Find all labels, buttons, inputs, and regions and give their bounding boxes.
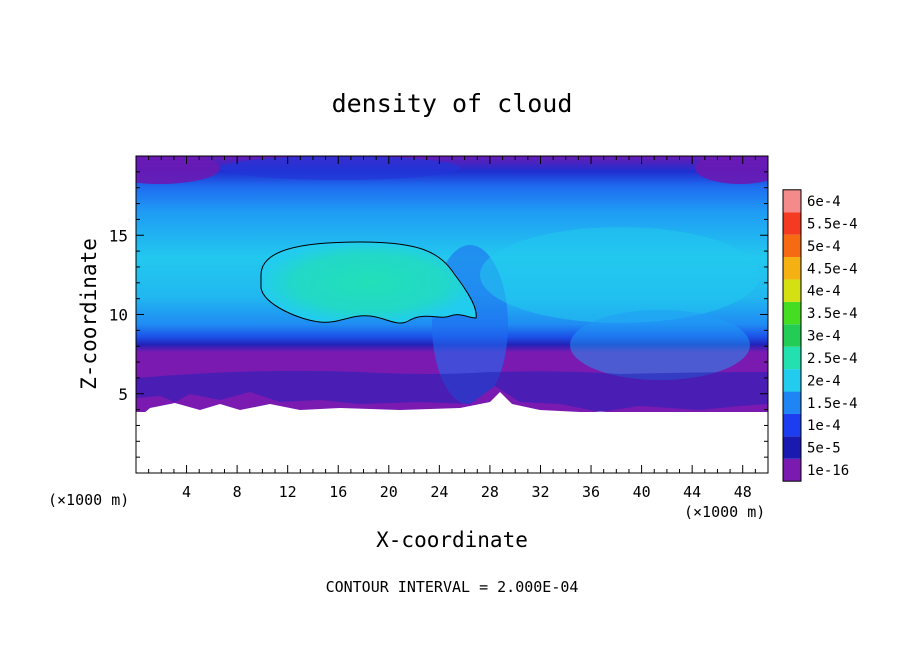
colorbar-swatch xyxy=(783,189,801,213)
colorbar: 1e-16 5e-5 1e-4 1.5e-4 2e-4 2.5e-4 3e-4 3.5e-4 4… xyxy=(782,189,858,482)
colorbar-swatch xyxy=(783,436,801,459)
purple-top-right xyxy=(695,156,768,184)
colorbar-label: 5e-4 xyxy=(807,239,841,255)
colorbar-swatch xyxy=(783,413,801,437)
x-tick-label: 40 xyxy=(633,483,651,501)
dark-band-top xyxy=(220,156,460,180)
colorbar-swatch xyxy=(783,301,801,325)
colorbar-swatch xyxy=(783,324,801,347)
colorbar-label: 4.5e-4 xyxy=(807,261,858,277)
x-tick-label: 36 xyxy=(582,483,600,501)
right-cloud-mass xyxy=(480,227,760,323)
colorbar-swatch xyxy=(783,212,801,235)
x-tick-label: 4 xyxy=(182,483,191,501)
y-tick-label: 5 xyxy=(118,385,128,404)
chart-title: density of cloud xyxy=(332,89,573,118)
colorbar-label: 2.5e-4 xyxy=(807,351,858,367)
y-tick-label: 15 xyxy=(109,226,128,245)
colorbar-label: 1e-4 xyxy=(807,418,841,434)
x-tick-label: 12 xyxy=(279,483,297,501)
y-ticks: 5 10 15 xyxy=(109,171,768,458)
x-tick-label: 44 xyxy=(683,483,701,501)
colorbar-swatch xyxy=(783,458,801,482)
heatmap-field xyxy=(136,156,768,473)
x-axis-label: X-coordinate xyxy=(376,528,528,552)
y-axis-label: Z-coordinate xyxy=(77,238,101,390)
colorbar-label: 4e-4 xyxy=(807,284,841,300)
colorbar-label: 1.5e-4 xyxy=(807,396,858,412)
colorbar-swatch xyxy=(783,391,801,414)
no-data-region xyxy=(136,412,768,473)
colorbar-label: 3e-4 xyxy=(807,329,841,345)
x-unit-right: (×1000 m) xyxy=(684,503,765,521)
colorbar-label: 5.5e-4 xyxy=(807,216,858,232)
x-tick-label: 16 xyxy=(329,483,347,501)
x-unit-left: (×1000 m) xyxy=(48,491,129,509)
x-tick-label: 24 xyxy=(430,483,448,501)
colorbar-swatch xyxy=(783,346,801,370)
x-ticks: 4 8 12 16 20 24 28 32 36 40 44 48 xyxy=(148,156,756,501)
colorbar-label: 3.5e-4 xyxy=(807,306,858,322)
x-tick-label: 8 xyxy=(233,483,242,501)
contour-interval-footer: CONTOUR INTERVAL = 2.000E-04 xyxy=(326,578,579,596)
colorbar-swatch xyxy=(783,257,801,280)
x-tick-label: 28 xyxy=(481,483,499,501)
x-tick-label: 20 xyxy=(380,483,398,501)
colorbar-swatch xyxy=(783,369,801,392)
contour-2e-4 xyxy=(260,241,477,324)
colorbar-label: 6e-4 xyxy=(807,194,841,210)
colorbar-swatch xyxy=(783,234,801,258)
right-lower-mass xyxy=(570,310,750,380)
colorbar-swatch xyxy=(783,279,801,302)
x-tick-label: 32 xyxy=(531,483,549,501)
colorbar-label: 2e-4 xyxy=(807,373,841,389)
purple-top-left xyxy=(136,156,220,184)
no-data-edge xyxy=(136,392,768,420)
colorbar-frame xyxy=(782,189,802,482)
x-tick-label: 48 xyxy=(734,483,752,501)
colorbar-label: 5e-5 xyxy=(807,441,841,457)
colorbar-label: 1e-16 xyxy=(807,463,849,479)
y-tick-label: 10 xyxy=(109,306,128,325)
